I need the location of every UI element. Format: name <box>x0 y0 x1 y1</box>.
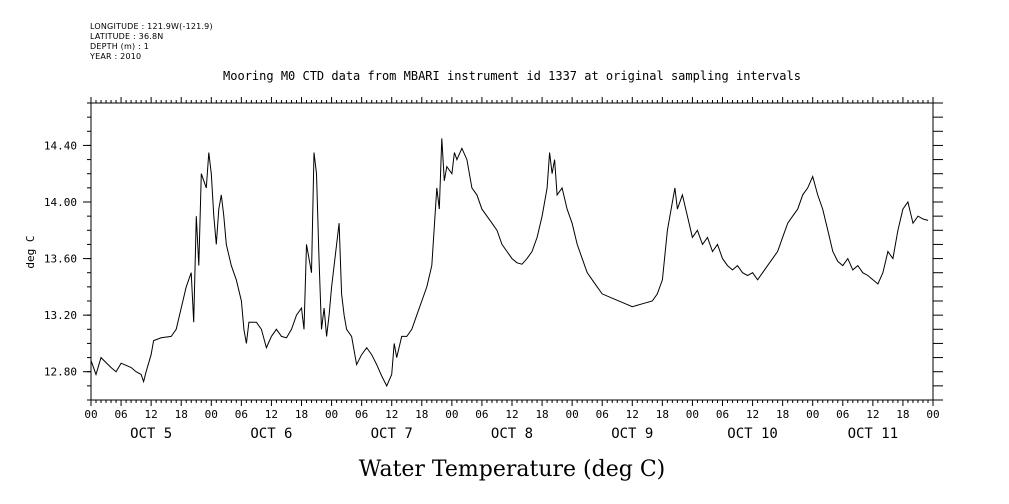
y-axis-label: deg C <box>24 235 37 268</box>
hour-tick-label: 06 <box>836 408 849 421</box>
hour-tick-label: 18 <box>656 408 669 421</box>
latitude-label: LATITUDE : 36.8N <box>90 32 164 41</box>
day-label: OCT 7 <box>371 426 413 442</box>
x-axis-label: Water Temperature (deg C) <box>359 457 666 482</box>
hour-tick-label: 06 <box>355 408 368 421</box>
axis-tick-labels: 00 06 12 18 00 06 12 18 00 06 12 18 00 06 12 18 00 06 12 18… <box>44 139 940 442</box>
day-label: OCT 9 <box>611 426 653 442</box>
axis-ticks <box>83 97 943 406</box>
day-label: OCT 11 <box>848 426 899 442</box>
y-tick-label: 14.00 <box>44 196 77 209</box>
hour-tick-label: 12 <box>385 408 398 421</box>
hour-tick-label: 12 <box>866 408 879 421</box>
day-label: OCT 6 <box>250 426 292 442</box>
hour-tick-label: 00 <box>84 408 97 421</box>
day-label: OCT 5 <box>130 426 172 442</box>
hour-tick-label: 12 <box>746 408 759 421</box>
hour-tick-label: 18 <box>535 408 548 421</box>
hour-tick-label: 18 <box>175 408 188 421</box>
hour-tick-label: 18 <box>295 408 308 421</box>
chart-title: Mooring M0 CTD data from MBARI instrumen… <box>223 69 801 83</box>
hour-tick-label: 06 <box>475 408 488 421</box>
hour-tick-label: 06 <box>235 408 248 421</box>
year-label: YEAR : 2010 <box>90 52 142 61</box>
hour-tick-label: 00 <box>205 408 218 421</box>
day-label: OCT 8 <box>491 426 533 442</box>
hour-tick-label: 06 <box>716 408 729 421</box>
hour-tick-label: 06 <box>114 408 127 421</box>
longitude-label: LONGITUDE : 121.9W(-121.9) <box>90 22 213 31</box>
hour-tick-label: 18 <box>415 408 428 421</box>
hour-tick-label: 00 <box>566 408 579 421</box>
hour-tick-label: 18 <box>896 408 909 421</box>
hour-tick-label: 18 <box>776 408 789 421</box>
hour-tick-label: 00 <box>445 408 458 421</box>
hour-tick-label: 12 <box>626 408 639 421</box>
mooring-metadata: LONGITUDE : 121.9W(-121.9) LATITUDE : 36… <box>90 22 213 62</box>
hour-tick-label: 00 <box>686 408 699 421</box>
y-tick-label: 13.20 <box>44 309 77 322</box>
hour-tick-label: 00 <box>806 408 819 421</box>
y-tick-label: 13.60 <box>44 253 77 266</box>
plot-frame <box>90 102 934 401</box>
hour-tick-label: 12 <box>145 408 158 421</box>
y-tick-label: 12.80 <box>44 366 77 379</box>
hour-tick-label: 06 <box>596 408 609 421</box>
hour-tick-label: 12 <box>265 408 278 421</box>
hour-tick-label: 00 <box>926 408 939 421</box>
water-temperature-line <box>90 138 929 388</box>
y-tick-label: 14.40 <box>44 139 77 152</box>
depth-label: DEPTH (m) : 1 <box>90 42 149 51</box>
hour-tick-label: 00 <box>325 408 338 421</box>
hour-tick-label: 12 <box>505 408 518 421</box>
day-label: OCT 10 <box>727 426 778 442</box>
